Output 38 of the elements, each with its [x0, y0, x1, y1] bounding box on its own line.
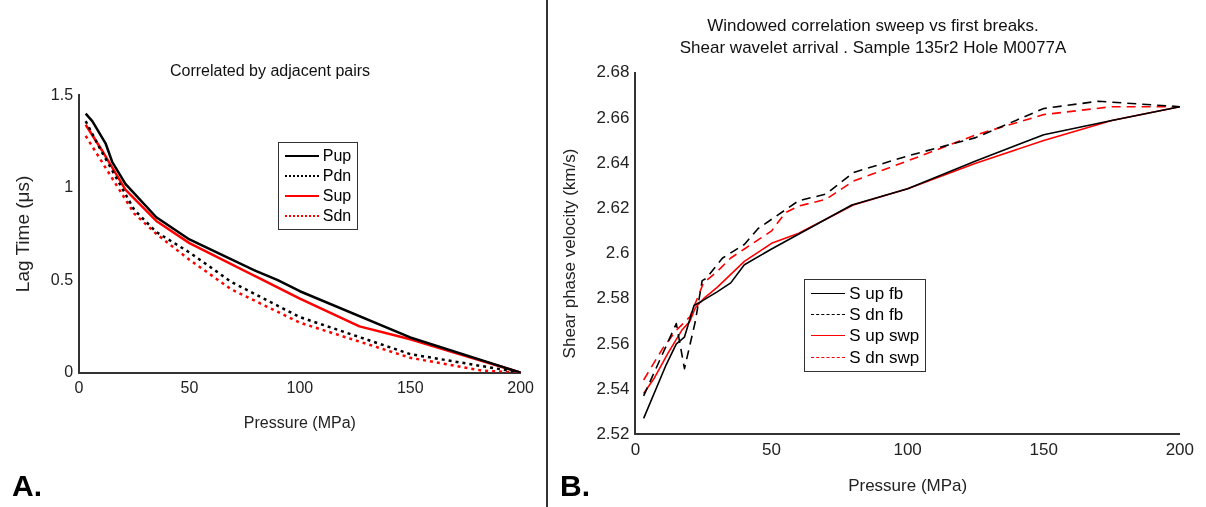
x-axis-title: Pressure (MPa): [848, 476, 968, 496]
y-tick-label: 2.56: [596, 333, 630, 353]
y-tick-label: 1: [64, 178, 74, 196]
x-tick-label: 50: [180, 378, 199, 396]
y-tick-label: 2.58: [596, 288, 630, 308]
legend-label: S dn swp: [849, 346, 920, 368]
x-tick-label: 100: [286, 378, 314, 396]
y-axis-title: Shear phase velocity (km/s): [559, 148, 579, 359]
x-tick-label: 150: [396, 378, 424, 396]
text: B.: [560, 469, 590, 503]
y-tick-label: 2.62: [596, 198, 630, 218]
x-tick-label: 200: [507, 378, 535, 396]
y-tick-label: 2.54: [596, 378, 630, 398]
legend-label: S up swp: [849, 325, 920, 347]
x-axis-title: Pressure (MPa): [243, 413, 356, 431]
legend-label: Sup: [322, 186, 352, 207]
y-tick-label: 1.5: [50, 85, 74, 103]
y-tick-label: 2.6: [605, 243, 630, 263]
legend-label: Pdn: [322, 166, 352, 187]
chart-title: Correlated by adjacent pairs: [169, 62, 371, 80]
x-tick-label: 150: [1029, 440, 1058, 460]
x-tick-label: 100: [893, 440, 922, 460]
y-axis-title: Lag Time (μs): [11, 175, 33, 293]
chart-subtitle: Shear wavelet arrival . Sample 135r2 Hole M0077A: [679, 38, 1067, 58]
y-tick-label: 2.68: [596, 62, 630, 82]
y-tick-label: 2.64: [596, 152, 630, 172]
y-tick-label: 0: [64, 363, 74, 381]
x-tick-label: 50: [762, 440, 782, 460]
y-tick-label: 2.52: [596, 423, 630, 443]
legend-label: S dn fb: [849, 304, 904, 326]
y-tick-label: 2.66: [596, 107, 630, 127]
y-tick-label: 0.5: [50, 270, 74, 288]
chart-title: Windowed correlation sweep vs first breaks.: [707, 15, 1039, 35]
legend-label: S up fb: [849, 282, 904, 305]
legend-label: Sdn: [322, 206, 352, 227]
legend-label: Pup: [322, 146, 352, 167]
text: A.: [12, 469, 42, 503]
x-tick-label: 200: [1165, 440, 1195, 460]
